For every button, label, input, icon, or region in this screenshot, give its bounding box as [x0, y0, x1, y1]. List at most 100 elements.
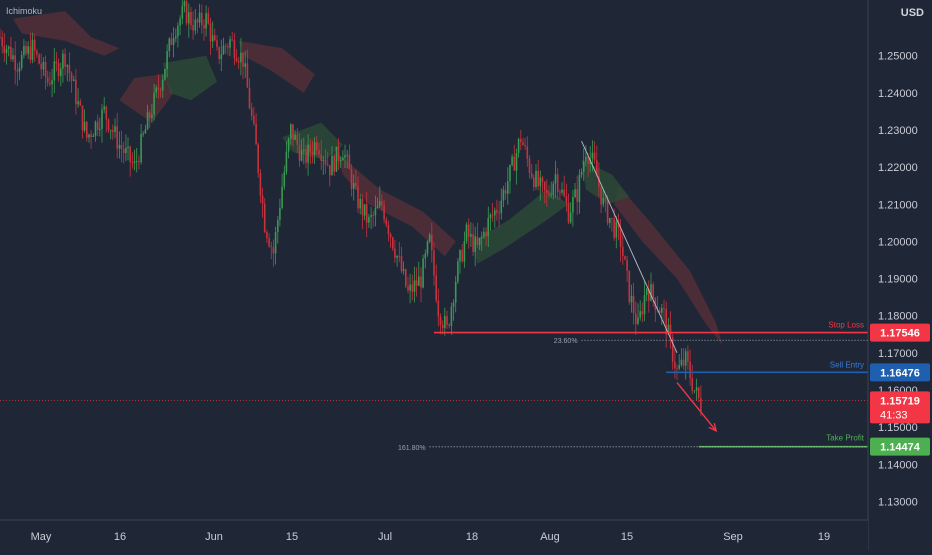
candle-body	[478, 238, 481, 245]
candle-body	[580, 171, 583, 175]
candle-body	[426, 241, 429, 254]
candle-body	[415, 280, 418, 286]
candle-body	[177, 25, 179, 37]
candle-body	[695, 387, 698, 391]
candle-body	[602, 198, 605, 205]
candle-body	[248, 87, 251, 109]
candle-body	[242, 52, 244, 67]
candle-body	[285, 151, 288, 172]
candle-body	[422, 258, 424, 288]
candle-body	[192, 25, 194, 31]
candle-body	[27, 46, 29, 54]
candle-body	[86, 121, 88, 138]
candle-body	[452, 302, 455, 307]
candle-body	[533, 177, 535, 187]
candle-body	[172, 38, 175, 45]
candle-body	[46, 77, 49, 83]
candle-body	[467, 224, 470, 237]
price-badges: 1.17546 1.16476 1.15719 41:33 1.14474	[870, 323, 930, 456]
candle-body	[18, 67, 21, 72]
cloud-bear-2	[238, 40, 315, 93]
candle-body	[669, 324, 672, 338]
candle-body	[127, 146, 129, 148]
drawings: Stop Loss Sell Entry Take Profit 23.60% 161.…	[0, 140, 868, 452]
cloud-bear-4	[614, 185, 723, 346]
price-axis[interactable]: USD1.130001.140001.150001.160001.170001.…	[867, 0, 932, 550]
candle-body	[313, 142, 316, 155]
candle-body	[153, 92, 155, 115]
candle-body	[652, 284, 654, 298]
candle-body	[585, 156, 587, 162]
price-tick: 1.25000	[878, 51, 918, 63]
candle-body	[146, 112, 149, 130]
candle-body	[201, 12, 203, 26]
candle-body	[626, 259, 628, 271]
cloud-bull-2	[473, 189, 569, 264]
candle-body	[281, 186, 283, 208]
candle-body	[459, 250, 461, 262]
candle-body	[135, 161, 138, 162]
candle-body	[240, 52, 242, 63]
candle-body	[318, 150, 320, 155]
candle-body	[148, 112, 151, 119]
candle-body	[613, 218, 615, 238]
candle-body	[133, 161, 136, 163]
candle-body	[476, 236, 479, 245]
candle-body	[112, 130, 114, 132]
candle-body	[7, 46, 10, 49]
candle-body	[316, 142, 318, 151]
candle-body	[489, 214, 492, 219]
candle-body	[350, 169, 353, 189]
candle-body	[441, 324, 444, 328]
candle-body	[77, 101, 79, 105]
candle-body	[472, 234, 474, 252]
candle-body	[661, 308, 663, 313]
cloud-bear-3	[336, 152, 456, 257]
candle-body	[231, 39, 233, 41]
candle-body	[277, 219, 279, 232]
candle-body	[593, 152, 596, 161]
cloud-bear-0	[13, 11, 120, 56]
candle-body	[20, 55, 23, 68]
candle-body	[99, 128, 101, 130]
candle-body	[582, 161, 585, 172]
candle-body	[676, 368, 678, 369]
candle-body	[359, 198, 361, 209]
candle-body	[335, 146, 338, 172]
candle-body	[598, 176, 600, 187]
candle-body	[303, 149, 305, 151]
candle-body	[33, 39, 36, 51]
candle-body	[250, 108, 253, 116]
sell-entry-badge	[870, 363, 930, 382]
candle-body	[407, 286, 409, 291]
candle-body	[305, 149, 307, 163]
candle-body	[663, 308, 665, 309]
candle-body	[253, 115, 255, 124]
candle-body	[524, 145, 526, 147]
candle-body	[552, 183, 555, 195]
candle-body	[450, 306, 453, 326]
candle-body	[355, 183, 357, 187]
time-axis[interactable]: May 16 Jun 15 Jul 18 Aug 15 Sep 19	[0, 519, 868, 550]
candle-body	[389, 234, 392, 238]
candle-body	[617, 221, 620, 228]
candle-body	[272, 247, 275, 254]
candle-body	[1, 37, 3, 47]
candle-body	[103, 106, 105, 110]
candle-body	[261, 195, 264, 204]
cloud-bull-0	[162, 55, 217, 101]
indicator-label[interactable]: Ichimoku	[6, 6, 43, 16]
candle-body	[420, 276, 422, 288]
candle-body	[496, 210, 498, 213]
stop-loss-value: 1.17546	[880, 328, 920, 340]
candle-body	[51, 80, 53, 85]
candle-body	[307, 144, 309, 163]
trendline[interactable]	[581, 140, 678, 354]
candle-body	[368, 217, 370, 223]
candle-body	[218, 47, 220, 59]
candle-body	[170, 38, 173, 45]
candle-body	[394, 248, 396, 258]
price-tick: 1.22000	[878, 162, 918, 174]
